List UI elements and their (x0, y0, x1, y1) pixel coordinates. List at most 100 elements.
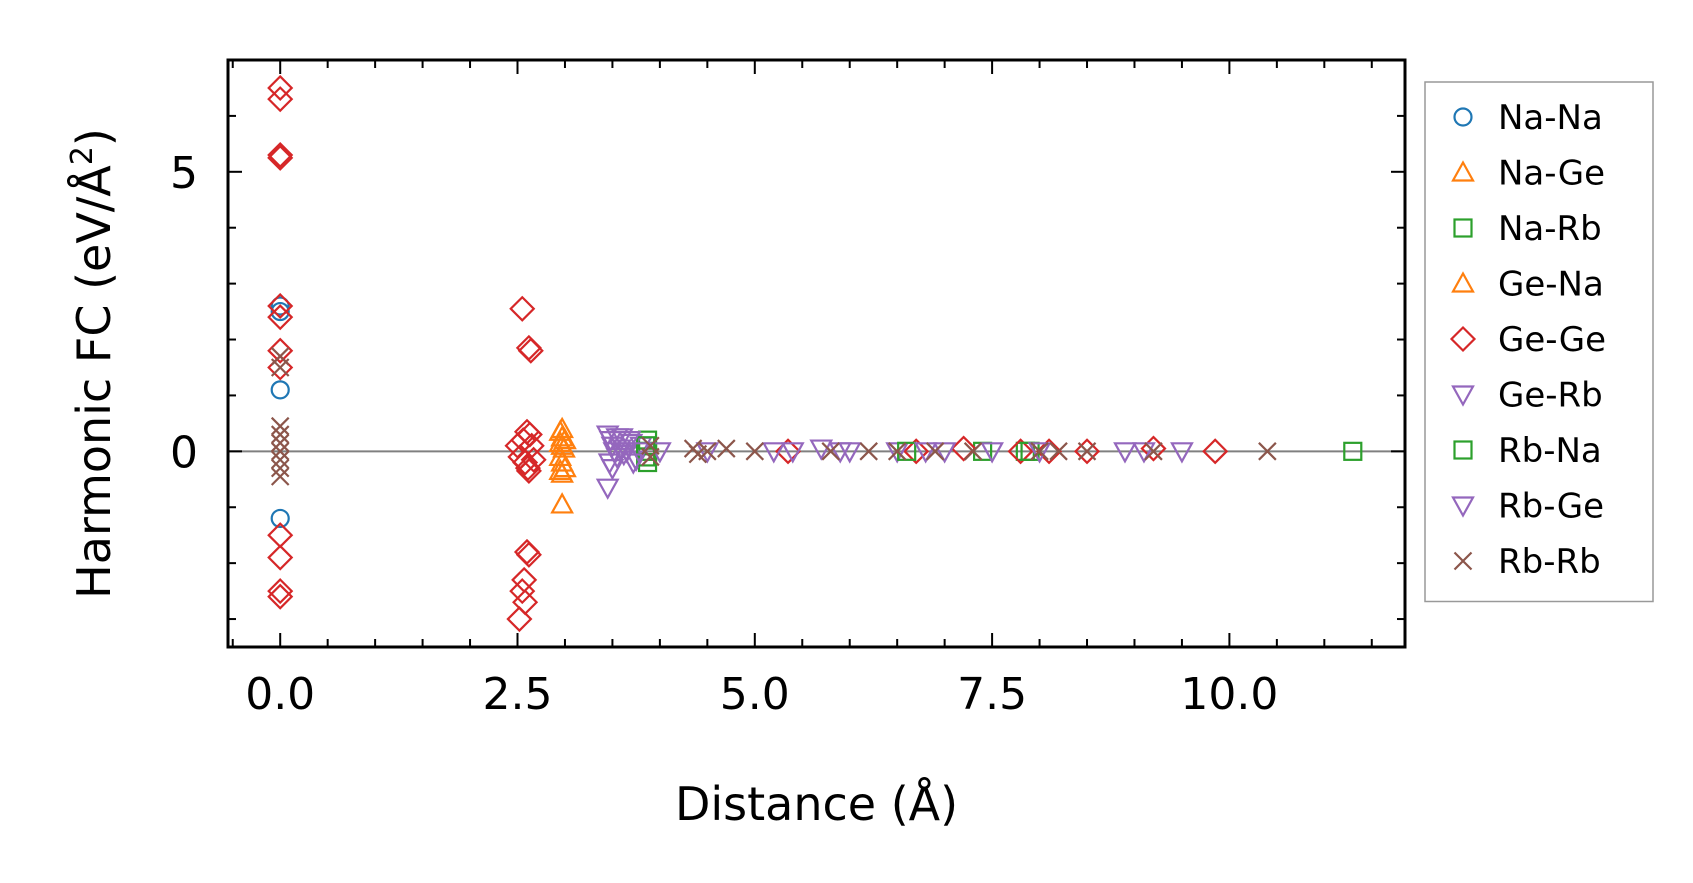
data-point (267, 544, 294, 571)
data-point (270, 301, 290, 322)
data-point (518, 432, 545, 459)
data-point (698, 442, 717, 461)
legend-marker (1453, 107, 1473, 127)
legend-marker (1449, 325, 1477, 353)
y-axis-title-main: Harmonic FC (eV/Å (67, 165, 121, 599)
data-point (267, 304, 294, 331)
data-point (515, 541, 542, 568)
legend-label: Ge-Na (1498, 265, 1604, 305)
data-point (950, 435, 977, 462)
data-point (695, 442, 720, 464)
data-point (520, 446, 547, 473)
data-point (621, 453, 646, 475)
axes: 0.0 2.5 5.0 7.5 10.0 0 5 Distance (Å) Harmonic F… (65, 58, 1407, 831)
data-point (809, 439, 834, 461)
x-tick-label: 0.0 (245, 669, 315, 720)
data-point (509, 578, 536, 605)
legend-entry: Na-Ge (1451, 154, 1605, 194)
data-point (636, 436, 656, 456)
legend-entry: Ge-Rb (1451, 376, 1603, 416)
legend-marker (1453, 440, 1473, 460)
legend-marker (1453, 551, 1473, 571)
data-point (1030, 442, 1049, 461)
series-rb-ge (605, 428, 1156, 475)
legend-marker (1451, 385, 1475, 407)
series-ge-rb (595, 425, 1194, 500)
x-tick-label: 7.5 (957, 669, 1027, 720)
data-point (270, 467, 290, 486)
data-point (267, 86, 294, 113)
plot-area (228, 74, 1405, 633)
data-point (270, 508, 290, 529)
series-ge-na (548, 419, 577, 480)
y-axis-title-tail: ) (67, 128, 121, 146)
legend-label: Na-Ge (1498, 154, 1605, 194)
data-point (980, 442, 1004, 464)
data-point (887, 442, 907, 461)
legend-entry: Ge-Na (1451, 265, 1604, 305)
legend-label: Rb-Na (1498, 431, 1602, 471)
axes-frame (226, 58, 1407, 649)
data-point (1077, 442, 1097, 461)
legend-label: Na-Rb (1498, 209, 1602, 249)
legend-entry: Rb-Na (1453, 431, 1602, 471)
series-na-na (270, 296, 290, 529)
data-point (270, 458, 290, 478)
data-point (553, 455, 577, 478)
data-point (267, 144, 294, 171)
y-axis-title-superscript: 2 (65, 146, 100, 165)
data-point (517, 337, 544, 364)
data-point (270, 296, 290, 316)
data-point (1144, 442, 1163, 461)
legend-marker (1453, 218, 1473, 238)
y-tick-label: 0 (170, 427, 198, 478)
data-point (641, 447, 660, 467)
data-point (1132, 442, 1156, 464)
data-point (1170, 442, 1194, 464)
data-point (859, 442, 878, 461)
data-point (1049, 442, 1068, 461)
legend-entry: Rb-Ge (1451, 487, 1604, 527)
data-point (516, 421, 543, 448)
data-point (267, 292, 294, 320)
data-point (600, 459, 625, 481)
data-point (270, 433, 290, 453)
legend-entry: Rb-Rb (1453, 542, 1601, 582)
legend-label: Rb-Ge (1498, 487, 1604, 527)
data-point (903, 438, 930, 465)
legend-marker (1451, 496, 1475, 518)
legend-marker (1451, 160, 1475, 182)
legend-entry: Na-Rb (1453, 209, 1602, 249)
data-point (745, 442, 765, 461)
x-tick-label: 10.0 (1180, 669, 1278, 720)
data-point (553, 427, 577, 450)
data-point (267, 578, 294, 605)
data-point (837, 442, 862, 464)
data-point (617, 431, 642, 453)
data-point (267, 74, 294, 102)
data-point (1258, 442, 1277, 461)
data-point (821, 442, 841, 461)
data-point (270, 442, 290, 461)
legend: Na-Na Na-Ge Na-Rb Ge-Na Ge-Ge Ge-Rb Rb-Na Rb-Ge… (1424, 81, 1654, 603)
data-point (270, 450, 290, 469)
data-point (548, 458, 573, 480)
legend-entry: Ge-Ge (1449, 320, 1606, 360)
data-point (270, 358, 290, 377)
legend-entry: Na-Na (1453, 98, 1603, 138)
data-point (780, 442, 805, 464)
data-point (717, 439, 736, 458)
data-point (267, 583, 294, 610)
data-point (595, 478, 620, 500)
data-point (1202, 438, 1229, 465)
data-point (548, 444, 573, 467)
data-point (1073, 438, 1101, 465)
data-point (913, 442, 938, 464)
data-point (512, 449, 539, 476)
data-point (1007, 438, 1034, 465)
y-tick-label: 5 (170, 148, 198, 199)
data-point (514, 455, 542, 482)
data-point (267, 141, 294, 169)
data-point (506, 605, 533, 633)
